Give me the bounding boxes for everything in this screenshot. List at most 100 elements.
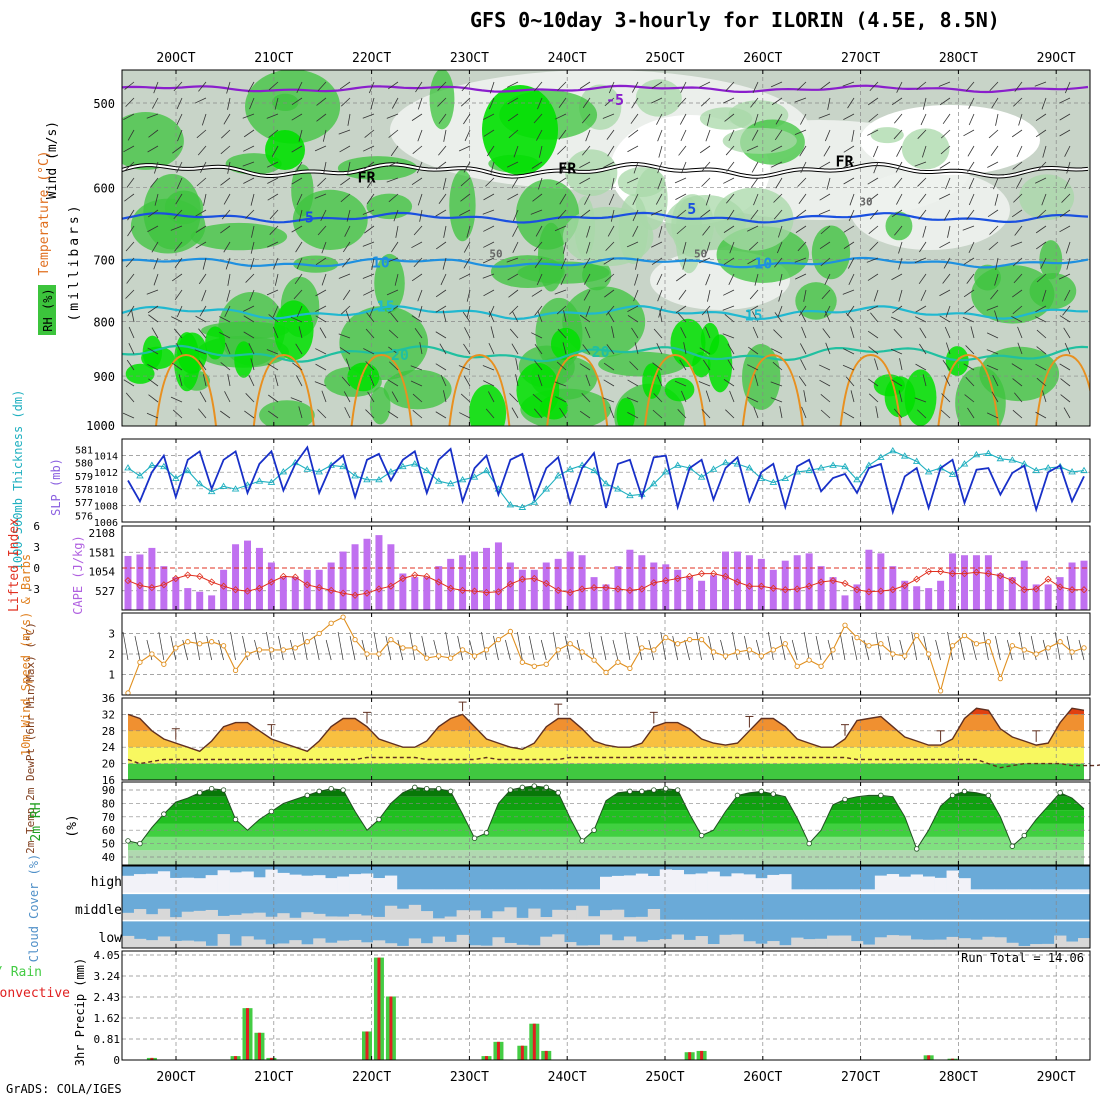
- lifted-index-point: [757, 582, 765, 590]
- wind-barb: [1042, 639, 1049, 661]
- wind-barb: [369, 374, 375, 387]
- wind-barb: [1035, 177, 1047, 184]
- wind-barb: [604, 97, 615, 107]
- wind-speed-point: [687, 637, 693, 643]
- wind-barb: [298, 406, 303, 419]
- cape-bar: [877, 553, 885, 610]
- wind-barb: [461, 81, 471, 92]
- rh-point: [639, 788, 645, 795]
- wind-barb: [556, 305, 567, 315]
- cloud-cell: [193, 878, 206, 894]
- wind-speed-point: [722, 653, 729, 659]
- wind-barb: [797, 241, 807, 252]
- precip-total-label: Total / Rain: [0, 965, 42, 980]
- wind-barb: [126, 359, 135, 371]
- lifted-index-point: [937, 567, 945, 576]
- lifted-index-point: [447, 584, 455, 592]
- cape-bar: [686, 577, 694, 610]
- wind-barb: [875, 406, 879, 419]
- wind-barb: [1034, 81, 1047, 87]
- cloud-cell: [396, 889, 410, 894]
- wind-barb: [752, 81, 759, 94]
- date-label-top: 21OCT: [254, 51, 293, 66]
- contour-label: 20: [391, 346, 409, 364]
- wind-barb: [125, 161, 135, 171]
- wind-barb: [893, 129, 903, 140]
- wind-speed-point: [244, 651, 251, 657]
- cape-bar: [232, 544, 240, 610]
- wind-barb: [989, 225, 999, 235]
- cloud-cell: [1030, 944, 1043, 948]
- wind-barb: [123, 113, 135, 120]
- precip-tick-label: 2.43: [94, 991, 121, 1004]
- wind-barb: [298, 209, 303, 222]
- wind-barb: [1059, 315, 1071, 323]
- wind-barb: [682, 257, 687, 270]
- thickness-point: [673, 461, 682, 468]
- wind-barb: [128, 326, 135, 339]
- wind-barb: [848, 273, 855, 286]
- rh-moist-blob: [143, 174, 201, 250]
- wind-speed-point: [412, 645, 418, 651]
- wind-barb: [123, 379, 135, 387]
- cape-bar: [841, 595, 849, 610]
- wind-barb: [124, 193, 135, 202]
- cape-bar: [423, 577, 431, 610]
- thickness-axis-label: 1000-500mb Thickness (dm): [11, 390, 25, 571]
- wind-barb: [194, 631, 201, 661]
- wind-barb: [319, 327, 327, 339]
- wind-barb: [939, 193, 951, 200]
- rh-point: [543, 784, 549, 791]
- cloud-cell: [934, 939, 947, 948]
- wind-barb: [968, 97, 975, 109]
- wind-barb: [631, 327, 639, 339]
- wind-barb: [866, 257, 879, 263]
- wind-barb: [845, 312, 855, 323]
- wind-barb: [199, 391, 207, 403]
- wind-barb: [322, 129, 327, 142]
- wind-barb: [724, 113, 735, 122]
- cloud-cell: [444, 916, 457, 921]
- wind-barb: [198, 408, 207, 419]
- wind-barb: [824, 305, 831, 317]
- wind-barb: [1066, 635, 1073, 661]
- wind-barb: [560, 257, 567, 270]
- cloud-cell: [839, 889, 852, 894]
- lifted-index-point: [698, 570, 706, 578]
- wind-barb: [458, 145, 471, 152]
- wind-barb: [245, 393, 255, 403]
- wind-barb: [267, 193, 279, 201]
- wind-barb: [725, 145, 735, 156]
- rh-point: [412, 784, 418, 791]
- wind-barb: [395, 225, 399, 238]
- cloud-cell: [659, 869, 673, 894]
- cloud-cell: [408, 938, 422, 948]
- wind-speed-point: [949, 643, 956, 649]
- wind-barb: [535, 225, 543, 237]
- precip-tick-label: 0.81: [94, 1033, 121, 1046]
- cloud-cell: [217, 915, 230, 921]
- wind-barb: [482, 273, 495, 279]
- wind-barb: [362, 209, 375, 215]
- rh-point: [1057, 790, 1063, 796]
- wind-speed-point: [447, 655, 454, 661]
- cape-bar: [769, 569, 777, 610]
- wind-barb: [321, 241, 327, 254]
- wind-barb: [127, 129, 135, 141]
- thickness-point: [124, 464, 132, 471]
- cloud-cell: [133, 938, 147, 948]
- wind-barb: [296, 257, 303, 270]
- wind-barb: [291, 145, 303, 153]
- wind-barb: [559, 193, 567, 205]
- rh-legend-swatch: [38, 285, 56, 335]
- temp-tick-label: 36: [102, 692, 115, 705]
- wind-barb: [626, 177, 639, 184]
- wind-barb: [698, 381, 711, 387]
- cape-bar: [447, 558, 455, 610]
- wind-barb: [820, 81, 831, 90]
- precip-panel: [121, 950, 1091, 1061]
- wind-barb: [557, 145, 567, 155]
- rh-moist-blob: [383, 369, 452, 410]
- cloud-cell: [683, 939, 696, 948]
- wind-barb: [131, 310, 135, 323]
